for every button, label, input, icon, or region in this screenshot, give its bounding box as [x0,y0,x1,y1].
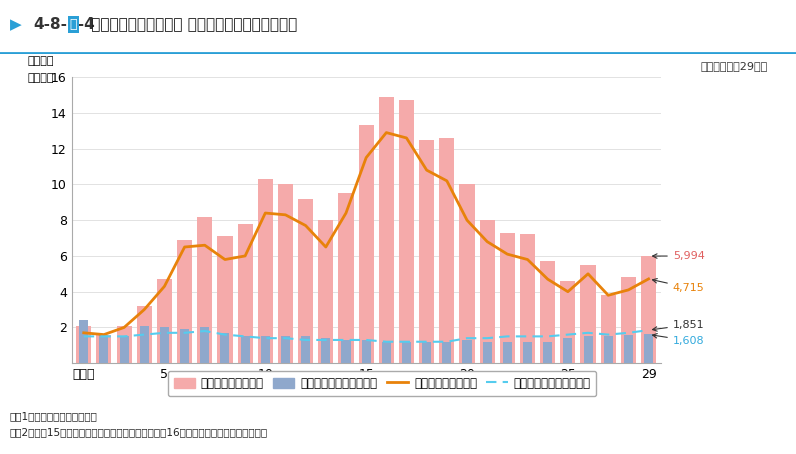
Bar [601,295,616,363]
Bar [382,342,391,363]
Bar [137,306,152,363]
Bar [443,342,451,363]
Bar [177,240,192,363]
Text: 1,851: 1,851 [653,320,704,331]
Bar [379,97,394,363]
Bar [116,326,131,363]
Bar [220,333,229,363]
Bar [80,320,88,363]
Bar [157,279,172,363]
Bar [358,125,374,363]
Text: （千人）: （千人） [27,73,54,83]
Text: 4-8-2-4: 4-8-2-4 [33,17,96,32]
Bar [240,336,250,363]
Bar [180,329,189,363]
Bar [100,335,108,363]
Text: 図: 図 [69,18,77,31]
Bar [419,140,435,363]
Bar [201,327,209,363]
Text: （平成元年〜29年）: （平成元年〜29年） [701,61,768,71]
Bar [560,281,576,363]
Bar [301,336,310,363]
Bar [641,256,656,363]
Bar [644,335,653,363]
Text: 注　1　警察庁の統計による。: 注 1 警察庁の統計による。 [10,411,97,421]
Bar [96,335,111,363]
Bar [580,265,595,363]
Bar [298,199,313,363]
Bar [603,336,613,363]
Bar [140,326,149,363]
Bar [258,179,273,363]
Text: 2　平成15年までは交通関係４法令違反を除き，16年以降は交通法令違反を除く。: 2 平成15年までは交通関係４法令違反を除き，16年以降は交通法令違反を除く。 [10,428,267,438]
Bar [119,336,129,363]
Bar [237,224,252,363]
Bar [278,184,293,363]
Text: 4,715: 4,715 [653,279,704,293]
Text: 外国人による特別法犯 検挙件数・検挙人員の推移: 外国人による特別法犯 検挙件数・検挙人員の推移 [86,17,297,32]
Bar [281,336,290,363]
Bar [338,193,353,363]
Text: （千件）: （千件） [27,56,54,66]
Bar [318,220,334,363]
Bar [361,340,371,363]
Bar [459,184,474,363]
Bar [482,342,492,363]
Bar [422,342,431,363]
Bar [523,342,532,363]
Bar [261,336,270,363]
Bar [322,338,330,363]
Legend: 来日外国人検挙件数, その他の外国人検挙件数, 来日外国人検挙人員, その他の外国人検挙人員: 来日外国人検挙件数, その他の外国人検挙件数, 来日外国人検挙人員, その他の外… [168,371,596,396]
Bar [160,327,169,363]
Bar [462,340,471,363]
Bar [197,217,213,363]
Bar [439,138,455,363]
Text: 1,608: 1,608 [653,334,704,345]
Bar [341,340,350,363]
Bar [399,100,414,363]
Bar [76,326,92,363]
Bar [480,220,495,363]
Bar [402,342,411,363]
Bar [624,335,633,363]
Bar [583,336,592,363]
Bar [564,338,572,363]
Bar [217,236,232,363]
Bar [543,342,552,363]
Text: ▶: ▶ [10,17,21,32]
Bar [500,233,515,363]
Text: 5,994: 5,994 [653,251,704,261]
Bar [540,262,556,363]
Bar [621,277,636,363]
Bar [520,234,535,363]
Bar [503,342,512,363]
